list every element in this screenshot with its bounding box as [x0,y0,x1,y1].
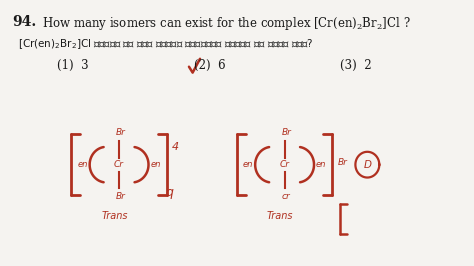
Text: 94.: 94. [12,15,36,29]
Text: How many isomers can exist for the complex $\mathregular{[Cr(en)_2Br_2]Cl}$ ?: How many isomers can exist for the compl… [42,15,410,32]
Text: Br: Br [282,128,292,137]
Text: en: en [150,160,161,169]
Text: $\mathregular{[Cr(en)_2Br_2]Cl}$ संकुल के लिए कितने समावयवी मौजूद हो सकते हैं?: $\mathregular{[Cr(en)_2Br_2]Cl}$ संकुल क… [18,37,313,51]
Text: Trans: Trans [101,211,128,221]
Text: q: q [165,186,173,199]
Text: Cr: Cr [280,160,290,169]
Text: D: D [364,160,371,170]
Text: cr: cr [282,192,291,201]
Text: Br: Br [116,128,126,137]
Text: Br: Br [338,158,348,167]
Text: Trans: Trans [267,211,293,221]
Text: Br: Br [116,192,126,201]
Text: en: en [243,160,253,169]
Text: (3)  2: (3) 2 [340,59,372,72]
Text: (1)  3: (1) 3 [56,59,88,72]
Text: (2)  6: (2) 6 [194,59,226,72]
Text: Cr: Cr [114,160,124,169]
Text: en: en [316,160,326,169]
Text: en: en [77,160,88,169]
Text: 4: 4 [172,142,179,152]
